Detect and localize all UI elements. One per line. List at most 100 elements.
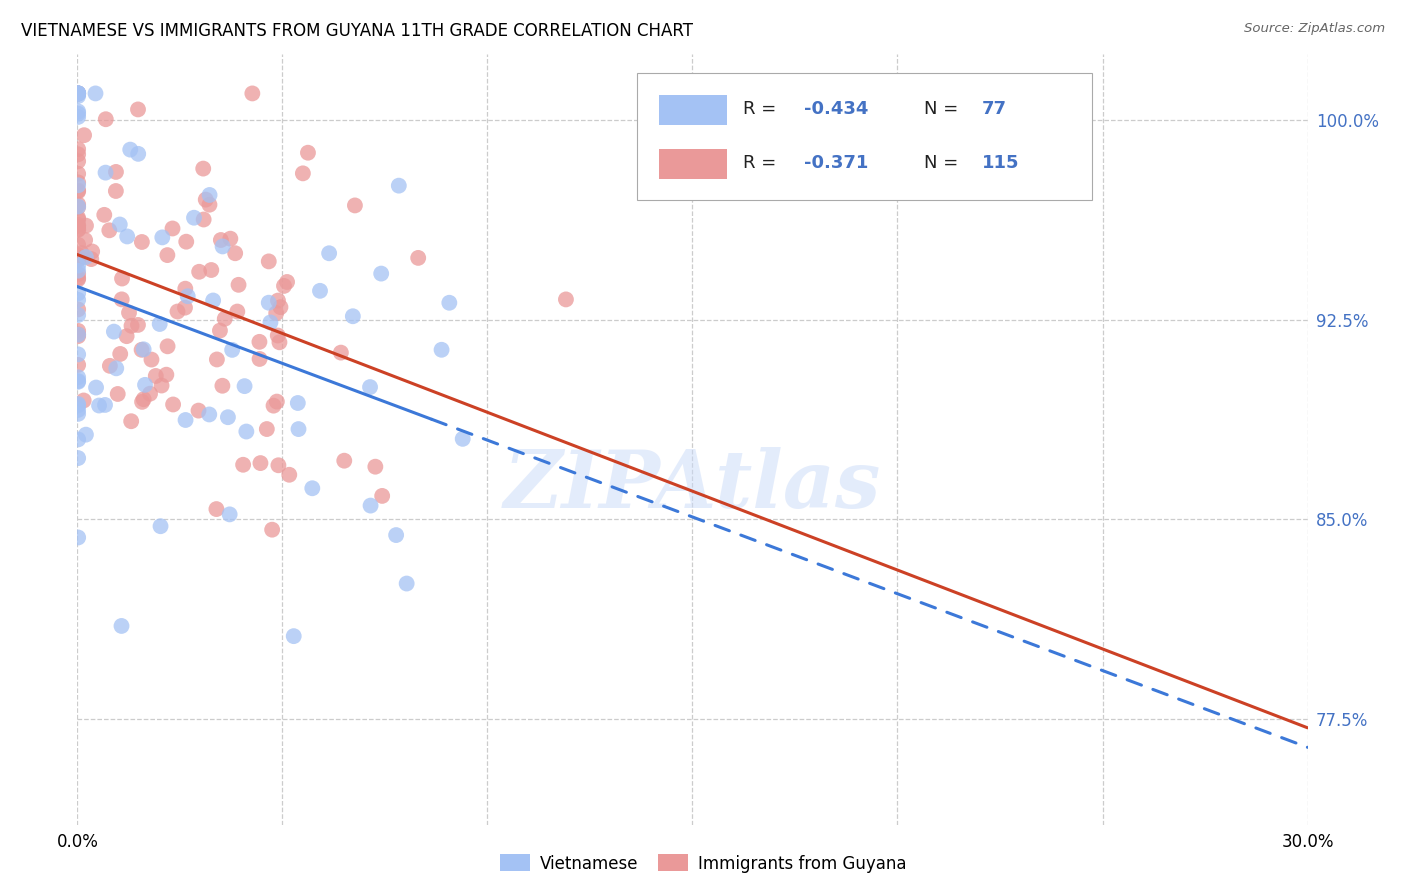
Point [145,368,167,383]
Point [67,87,90,101]
Point [156,339,179,353]
Point [67,222,90,236]
Point [249,334,271,349]
Point [75,219,97,233]
Point [174,282,197,296]
Point [132,343,155,357]
Point [67,252,90,267]
Point [371,489,394,503]
Point [67,271,90,285]
Point [67,374,90,388]
Point [214,311,236,326]
Point [67,347,90,361]
Point [555,293,578,307]
Point [240,87,263,101]
Point [67,252,90,266]
Point [209,233,232,247]
Point [67,451,90,466]
Point [297,145,319,160]
Text: R =: R = [742,154,782,172]
Point [67,286,90,301]
Point [67,167,90,181]
Point [121,318,143,333]
Point [67,104,90,119]
Point [67,87,90,101]
Point [263,399,285,413]
Point [155,368,177,382]
Point [104,165,127,179]
Text: -0.434: -0.434 [804,100,869,118]
Point [342,310,364,324]
Point [269,335,291,350]
Point [118,306,141,320]
Point [67,407,90,421]
Point [370,267,392,281]
Point [188,265,211,279]
Point [131,343,153,357]
Point [273,279,295,293]
Point [267,458,290,473]
Point [174,235,197,249]
Point [127,146,149,161]
Point [269,300,291,314]
Point [150,230,173,244]
FancyBboxPatch shape [637,73,1092,200]
Point [67,154,90,169]
Point [120,414,142,428]
Point [67,197,90,211]
Point [67,185,90,199]
Point [219,232,242,246]
Point [259,315,281,329]
Point [127,318,149,332]
Point [139,386,162,401]
Point [318,246,340,260]
Point [67,223,90,237]
Point [395,576,418,591]
Point [75,427,97,442]
Point [67,433,90,447]
Point [87,399,110,413]
Point [67,183,90,197]
Point [67,293,90,307]
Point [67,267,90,281]
Point [406,251,429,265]
Point [67,200,90,214]
Text: N =: N = [924,100,963,118]
Point [115,329,138,343]
Point [388,178,411,193]
Point [67,302,90,317]
Point [205,352,228,367]
Point [73,128,96,143]
Point [360,499,382,513]
Point [67,403,90,417]
Point [309,284,332,298]
Point [105,361,128,376]
Point [67,327,90,342]
Point [439,295,461,310]
Point [162,221,184,235]
Point [67,263,90,277]
Point [226,304,249,318]
Point [67,211,90,225]
Text: -0.371: -0.371 [804,154,869,172]
Point [67,531,90,545]
Point [200,263,222,277]
Point [235,425,257,439]
Point [67,308,90,322]
Point [67,248,90,262]
Point [75,233,97,247]
Point [67,329,90,343]
Point [67,358,90,372]
Point [110,347,132,361]
FancyBboxPatch shape [659,95,727,125]
Point [278,467,301,482]
Point [183,211,205,225]
Point [249,351,271,366]
Point [149,519,172,533]
Point [283,629,305,643]
Point [82,244,104,259]
FancyBboxPatch shape [659,149,727,178]
Point [249,456,271,470]
Point [287,422,309,436]
Point [232,458,254,472]
